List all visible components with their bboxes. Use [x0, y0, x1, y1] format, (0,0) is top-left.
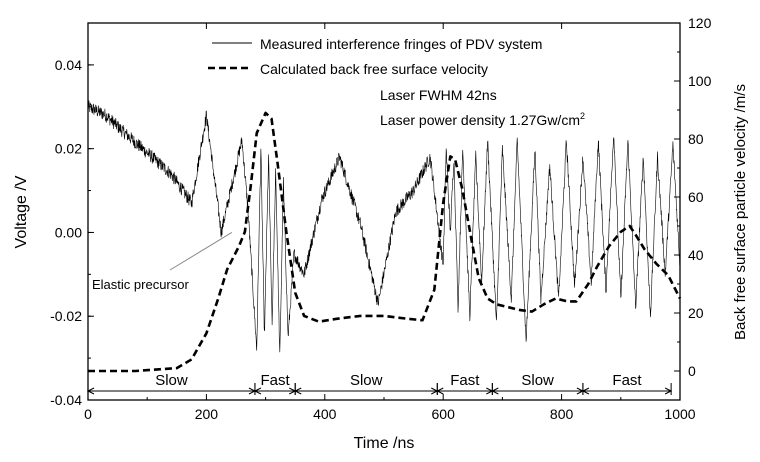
- y-right-tick-label: 20: [688, 305, 704, 321]
- region-label: Fast: [612, 372, 642, 389]
- y-right-tick-label: 60: [688, 189, 704, 205]
- x-tick-label: 800: [550, 406, 574, 422]
- series-layer: [87, 100, 682, 373]
- region-annotations: Slow Fast Slow Fast Slow Fast: [86, 372, 673, 395]
- y-left-tick-label: 0.04: [55, 57, 82, 73]
- y-right-tick-label: 100: [688, 73, 712, 89]
- region-label: Slow: [350, 372, 383, 389]
- y-left-tick-label: -0.02: [50, 308, 82, 324]
- region-fast: Fast: [253, 372, 297, 395]
- elastic-precursor-pointer: [169, 232, 233, 271]
- legend-label-calculated: Calculated back free surface velocity: [260, 61, 488, 77]
- elastic-precursor-label: Elastic precursor: [92, 277, 189, 292]
- y-left-tick-label: 0.00: [55, 224, 82, 240]
- x-tick-label: 0: [84, 406, 92, 422]
- legend-label-measured: Measured interference fringes of PDV sys…: [260, 36, 542, 52]
- series-measured-line: [87, 100, 681, 353]
- region-slow: Slow: [491, 372, 585, 395]
- y-left-tick-label: -0.04: [50, 392, 82, 408]
- region-label: Slow: [155, 372, 188, 389]
- region-fast: Fast: [436, 372, 494, 395]
- y-axis-label-left: Voltage /V: [13, 175, 30, 248]
- x-tick-label: 200: [195, 406, 219, 422]
- y-left-tick-label: 0.02: [55, 141, 82, 157]
- annotation-laser-power-sup: 2: [580, 111, 585, 121]
- region-label: Fast: [260, 372, 290, 389]
- x-tick-label: 600: [432, 406, 456, 422]
- annotation-laser-fwhm: Laser FWHM 42ns: [380, 87, 497, 103]
- region-fast: Fast: [581, 372, 673, 395]
- annotation-laser-power-text: Laser power density 1.27Gw/cm: [380, 112, 580, 128]
- y-axis-label-right: Back free surface particle velocity /m/s: [732, 84, 749, 340]
- legend: Measured interference fringes of PDV sys…: [208, 36, 542, 77]
- y-right-tick-label: 40: [688, 247, 704, 263]
- annotation-laser-power: Laser power density 1.27Gw/cm2: [380, 111, 585, 128]
- plot-frame: [87, 22, 681, 401]
- y-right-tick-label: 120: [688, 15, 712, 31]
- region-slow: Slow: [86, 372, 257, 395]
- x-tick-label: 400: [313, 406, 337, 422]
- region-label: Fast: [450, 372, 480, 389]
- x-axis-label: Time /ns: [354, 435, 415, 452]
- series-calculated-line: [88, 111, 682, 373]
- y-right-tick-label: 0: [688, 363, 696, 379]
- elastic-precursor-annotation: Elastic precursor: [92, 232, 233, 292]
- axis-ticks: 0 200 400 600 800 1000 -0.04 -0.02 0.00 0.02 0.04 0…: [50, 15, 711, 422]
- region-label: Slow: [521, 372, 554, 389]
- x-tick-label: 1000: [664, 406, 695, 422]
- region-slow: Slow: [294, 372, 439, 395]
- y-right-tick-label: 80: [688, 131, 704, 147]
- laser-info: Laser FWHM 42ns Laser power density 1.27…: [380, 87, 585, 128]
